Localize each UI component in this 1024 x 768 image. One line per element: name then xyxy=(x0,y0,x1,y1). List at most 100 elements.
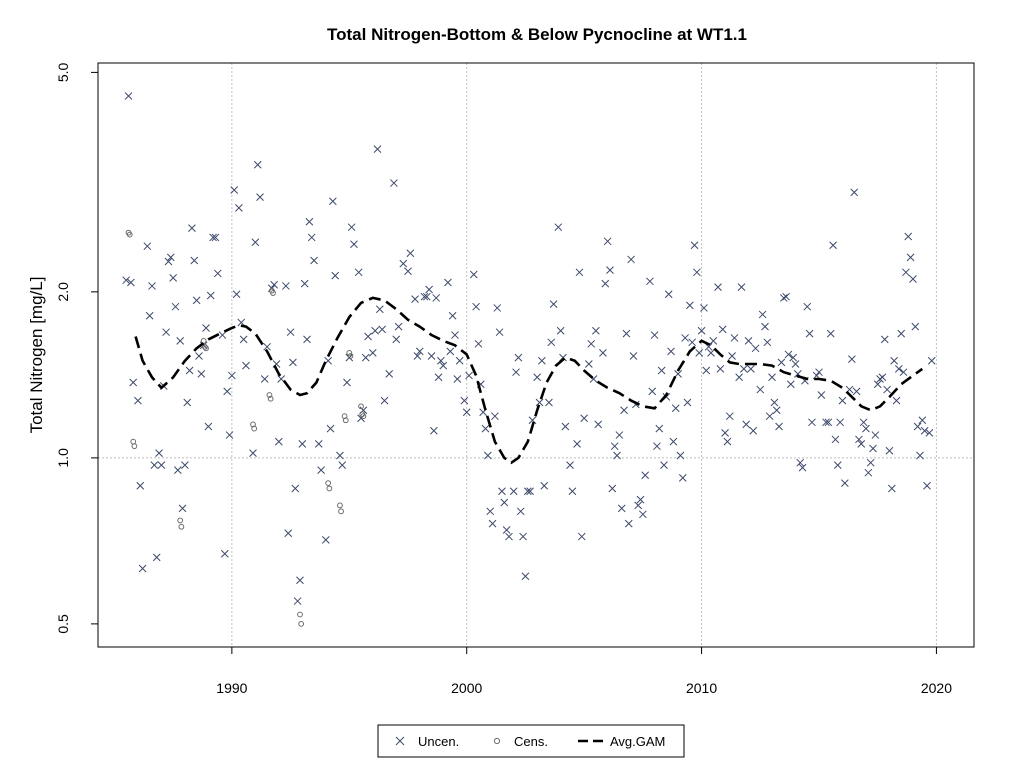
uncensored-point-26 xyxy=(188,224,196,232)
uncensored-point-51 xyxy=(253,160,262,169)
uncensored-point-114 xyxy=(437,356,445,365)
uncensored-point-174 xyxy=(603,237,612,246)
uncensored-point-293 xyxy=(899,368,908,377)
uncensored-point-132 xyxy=(486,507,495,516)
uncensored-point-37 xyxy=(213,269,222,278)
uncensored-point-230 xyxy=(742,420,751,429)
uncensored-point-193 xyxy=(650,331,659,339)
uncensored-point-75 xyxy=(321,536,330,544)
uncensored-point-172 xyxy=(599,349,607,357)
uncensored-point-63 xyxy=(289,358,297,367)
uncensored-point-277 xyxy=(862,424,870,433)
uncensored-point-245 xyxy=(779,294,788,302)
uncensored-point-272 xyxy=(850,188,859,197)
uncensored-point-237 xyxy=(761,322,769,331)
uncensored-point-6 xyxy=(138,564,147,573)
uncensored-point-234 xyxy=(751,344,760,353)
uncensored-point-61 xyxy=(284,529,293,538)
censored-point-17 xyxy=(325,480,332,487)
uncensored-point-248 xyxy=(786,380,795,389)
uncensored-point-224 xyxy=(725,412,734,421)
uncensored-point-190 xyxy=(641,471,650,480)
uncensored-point-150 xyxy=(533,373,542,382)
uncensored-point-90 xyxy=(364,332,372,341)
uncensored-point-291 xyxy=(894,365,903,373)
uncensored-point-178 xyxy=(613,451,621,460)
censored-point-12 xyxy=(267,395,274,402)
uncensored-point-281 xyxy=(871,431,880,439)
uncensored-point-35 xyxy=(209,233,217,242)
uncensored-point-211 xyxy=(693,268,701,277)
uncensored-point-72 xyxy=(310,256,318,265)
uncensored-point-195 xyxy=(655,424,664,433)
uncensored-point-1 xyxy=(122,276,131,285)
censored-point-20 xyxy=(338,508,344,515)
uncensored-point-144 xyxy=(516,507,525,516)
uncensored-point-223 xyxy=(723,437,732,446)
uncensored-point-296 xyxy=(906,253,915,262)
uncensored-point-118 xyxy=(448,311,457,320)
uncensored-point-62 xyxy=(286,328,295,337)
uncensored-point-139 xyxy=(502,526,511,534)
uncensored-point-52 xyxy=(256,193,264,202)
uncensored-point-259 xyxy=(815,368,823,377)
y-axis-label: Total Nitrogen [mg/L] xyxy=(27,277,46,434)
censored-point-22 xyxy=(342,417,349,424)
uncensored-point-47 xyxy=(239,335,248,344)
uncensored-point-112 xyxy=(432,294,441,302)
uncensored-point-12 xyxy=(155,449,163,457)
uncensored-point-22 xyxy=(178,504,187,513)
uncensored-point-261 xyxy=(822,418,830,427)
uncensored-point-19 xyxy=(171,302,180,311)
uncensored-point-253 xyxy=(798,463,807,472)
uncensored-point-53 xyxy=(260,375,269,383)
uncensored-point-177 xyxy=(610,442,619,451)
x-axis: 1990 2000 2010 2020 xyxy=(216,647,952,696)
legend-marker-uncen xyxy=(395,736,405,746)
uncensored-point-268 xyxy=(838,396,847,405)
x-tick-label-1990: 1990 xyxy=(216,680,247,696)
uncensored-point-20 xyxy=(173,466,182,475)
uncensored-point-183 xyxy=(624,519,633,528)
uncensored-point-65 xyxy=(293,597,302,605)
uncensored-point-212 xyxy=(695,349,704,357)
uncensored-point-89 xyxy=(361,353,370,362)
uncensored-point-130 xyxy=(481,424,490,433)
censored-point-10 xyxy=(251,425,258,432)
uncensored-point-165 xyxy=(577,532,586,541)
uncensored-point-264 xyxy=(829,241,837,250)
uncensored-point-242 xyxy=(772,406,781,415)
y-tick-label-1: 1.0 xyxy=(55,448,71,468)
legend-label-uncen: Uncen. xyxy=(418,734,459,749)
uncensored-point-176 xyxy=(608,484,617,493)
uncensored-point-109 xyxy=(425,285,433,294)
uncensored-point-85 xyxy=(350,240,358,249)
uncensored-point-286 xyxy=(883,385,891,394)
uncensored-point-288 xyxy=(887,484,896,493)
uncensored-point-243 xyxy=(775,422,783,431)
uncensored-point-305 xyxy=(927,356,936,365)
uncensored-point-30 xyxy=(197,370,206,378)
uncensored-point-137 xyxy=(498,487,506,496)
uncensored-point-88 xyxy=(359,406,368,415)
uncensored-point-25 xyxy=(185,366,194,375)
uncensored-point-68 xyxy=(300,279,309,288)
uncensored-point-194 xyxy=(653,442,661,451)
uncensored-point-269 xyxy=(840,479,849,487)
uncensored-point-276 xyxy=(859,418,868,427)
uncensored-point-24 xyxy=(183,398,192,407)
uncensored-point-151 xyxy=(535,398,544,407)
uncensored-point-196 xyxy=(657,366,666,375)
uncensored-point-123 xyxy=(462,408,471,417)
uncensored-point-34 xyxy=(206,291,215,300)
uncensored-point-142 xyxy=(512,368,520,377)
censored-point-25 xyxy=(358,403,364,410)
uncensored-point-191 xyxy=(646,277,654,286)
censored-point-5 xyxy=(178,523,185,530)
uncensored-point-228 xyxy=(737,283,746,291)
uncensored-point-27 xyxy=(190,256,199,265)
uncensored-point-206 xyxy=(681,334,689,342)
uncensored-point-17 xyxy=(166,253,175,262)
uncensored-point-252 xyxy=(796,458,805,467)
uncensored-point-156 xyxy=(549,300,558,308)
